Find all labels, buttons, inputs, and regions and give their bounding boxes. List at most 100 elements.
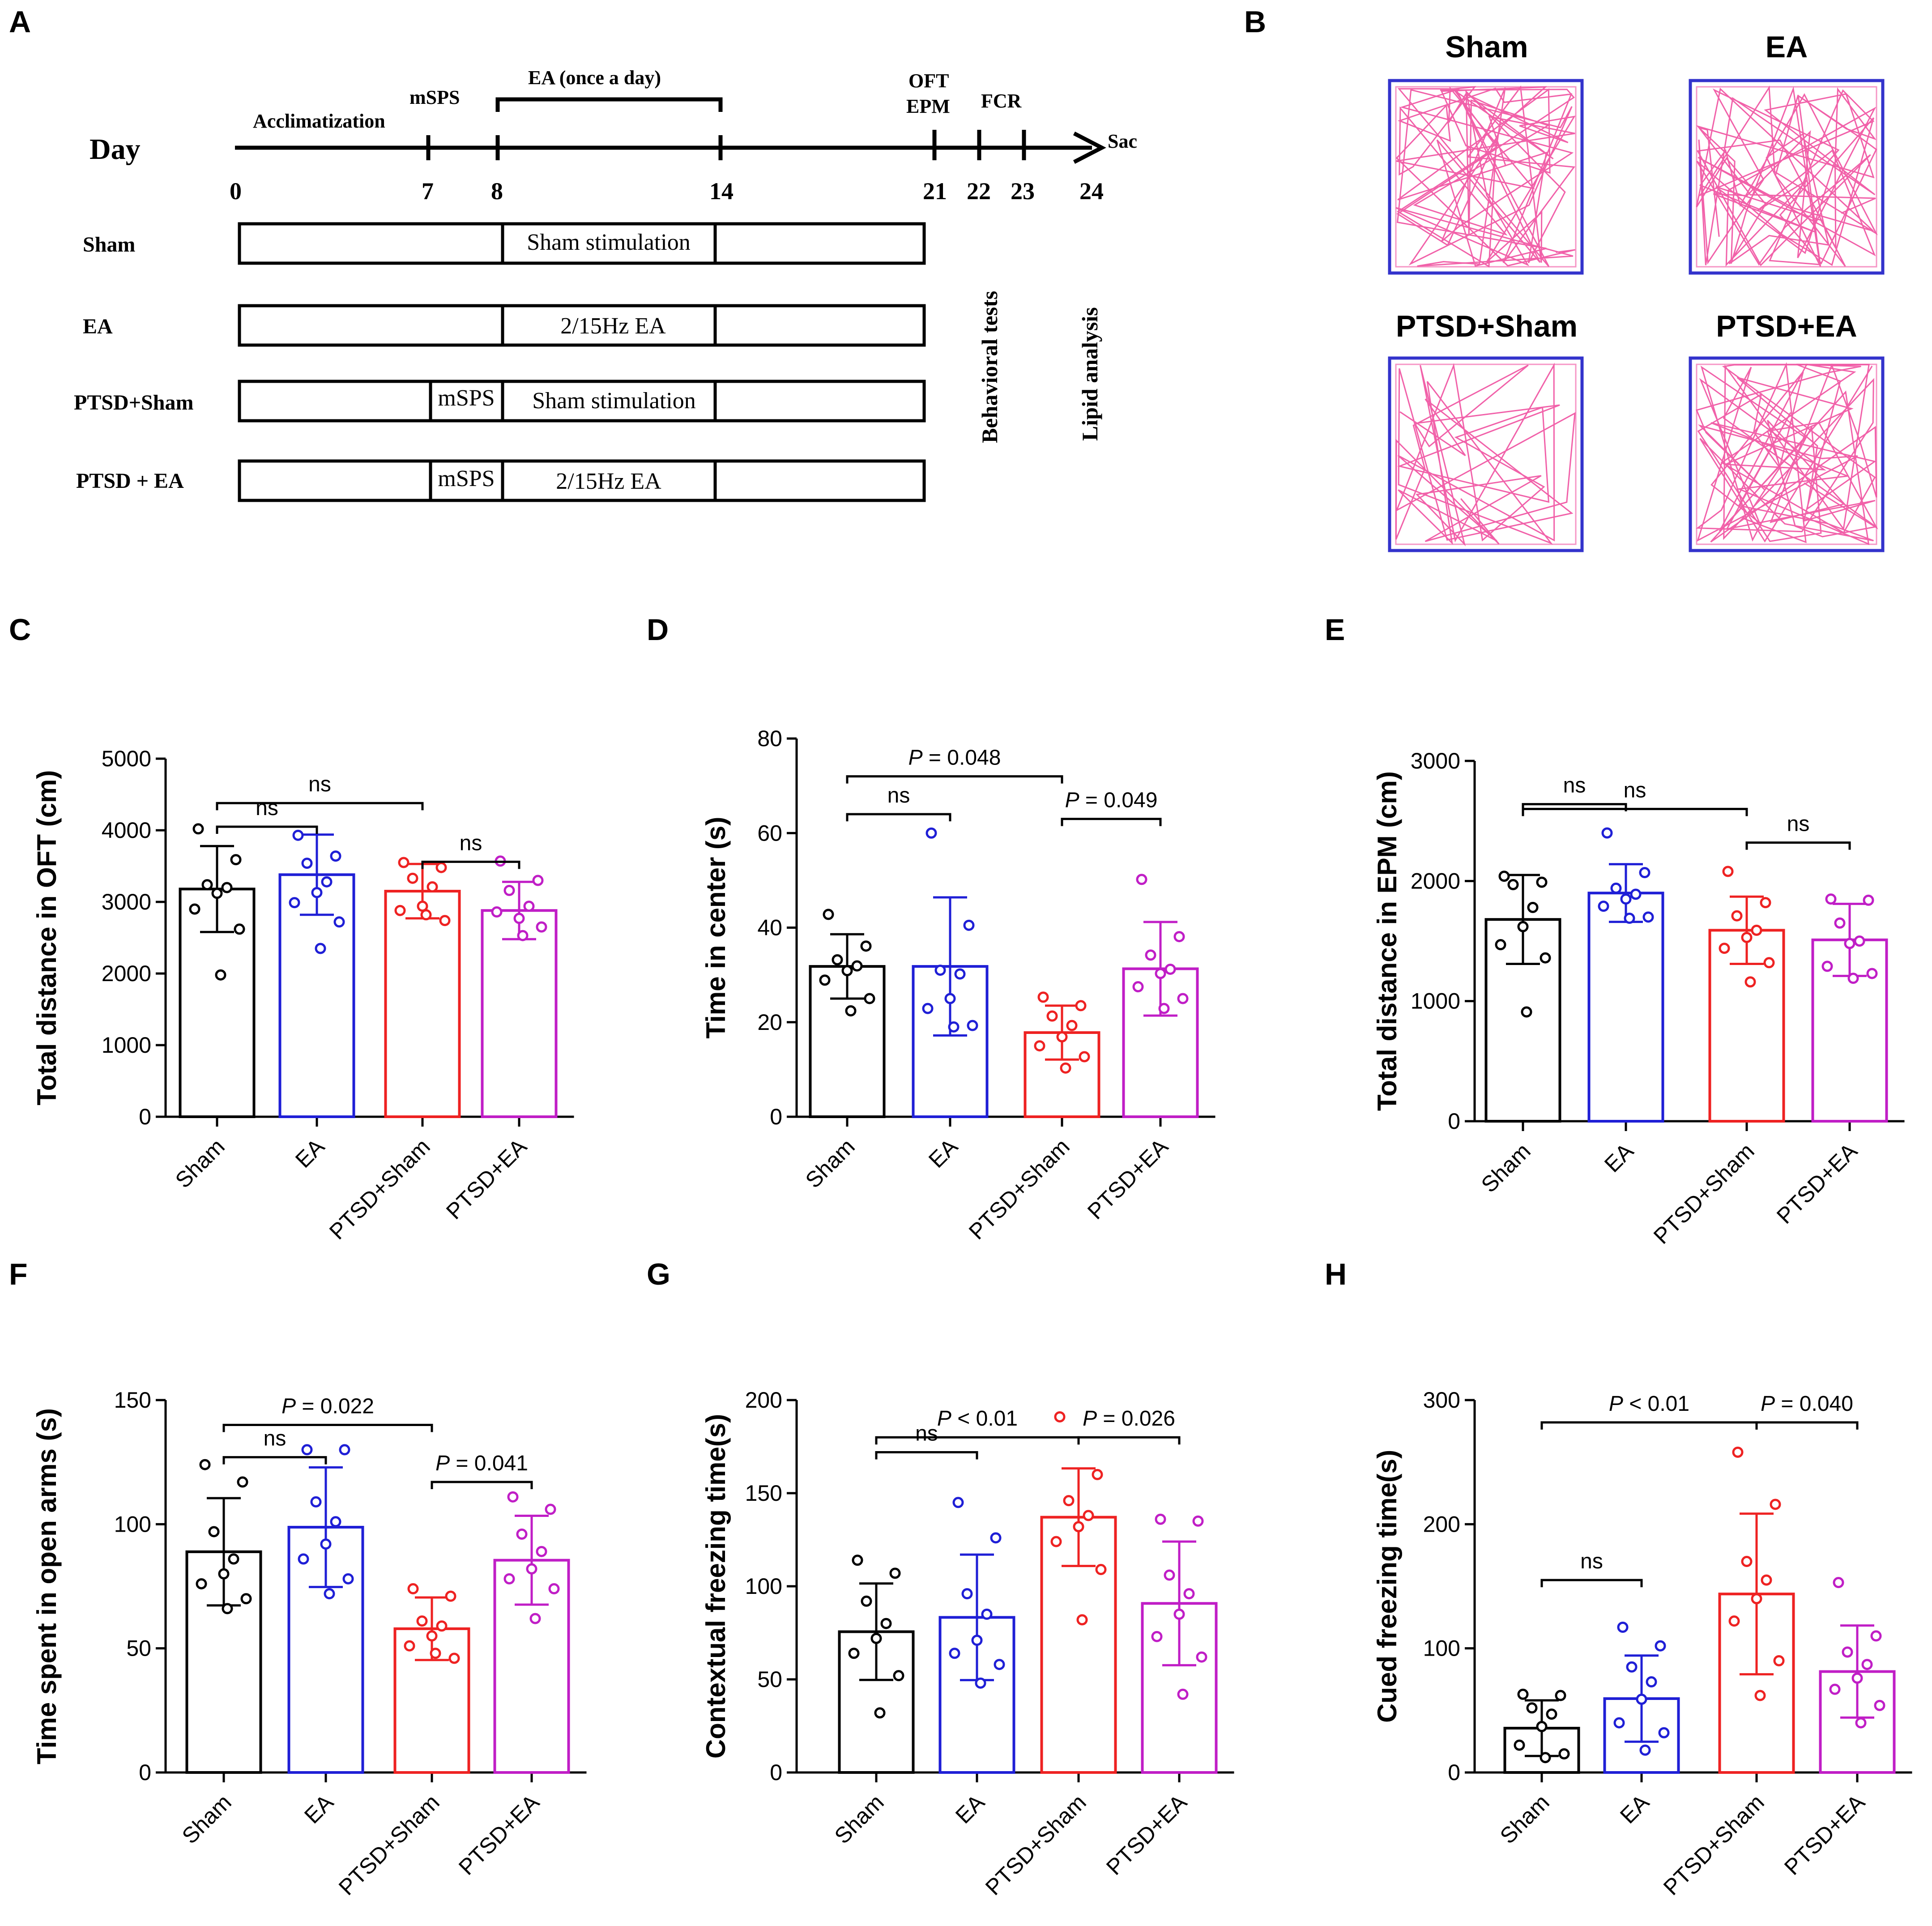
x-tick-label: EA bbox=[1599, 1138, 1638, 1177]
data-point bbox=[1639, 1744, 1651, 1756]
data-point bbox=[311, 887, 323, 898]
y-tick-label: 0 bbox=[139, 1760, 151, 1785]
y-tick-label: 100 bbox=[745, 1574, 782, 1599]
data-point bbox=[1095, 1564, 1107, 1576]
y-axis-label: Cued freezing time(s) bbox=[1372, 1450, 1402, 1723]
group-row-ptsd-sham: PTSD+Sham mSPS Sham stimulation bbox=[74, 380, 926, 423]
tick-label: 14 bbox=[709, 178, 734, 205]
x-tick-label: PTSD+Sham bbox=[1659, 1789, 1769, 1900]
group-label: PTSD + EA bbox=[76, 469, 184, 493]
data-point bbox=[420, 909, 432, 921]
data-point bbox=[301, 1444, 313, 1456]
data-point bbox=[864, 993, 875, 1004]
data-point bbox=[967, 1020, 978, 1031]
data-point bbox=[1728, 1615, 1740, 1627]
data-point bbox=[861, 1595, 872, 1607]
data-point bbox=[503, 884, 515, 896]
data-point bbox=[435, 862, 447, 873]
data-point bbox=[394, 905, 406, 916]
x-tick-label: PTSD+EA bbox=[1101, 1789, 1192, 1880]
treatment-label: 2/15Hz EA bbox=[560, 313, 666, 339]
x-tick-label: Sham bbox=[801, 1134, 860, 1193]
data-point bbox=[491, 906, 503, 918]
data-point bbox=[851, 960, 863, 972]
significance-label: ns bbox=[308, 773, 331, 796]
day-label: Day bbox=[90, 133, 141, 166]
tick-label: 22 bbox=[967, 178, 991, 205]
y-axis-label: Contextual freezing time(s) bbox=[701, 1414, 731, 1759]
fcr-label: FCR bbox=[981, 90, 1022, 112]
data-point bbox=[1829, 1683, 1841, 1695]
significance-label: P = 0.041 bbox=[435, 1452, 528, 1475]
y-tick-label: 0 bbox=[770, 1104, 782, 1129]
x-tick-label: Sham bbox=[177, 1789, 236, 1849]
data-point bbox=[315, 943, 326, 954]
tick-label: 8 bbox=[491, 178, 503, 205]
data-point bbox=[536, 1546, 547, 1557]
x-tick-label: Sham bbox=[171, 1134, 230, 1193]
significance-bracket bbox=[431, 1481, 533, 1490]
data-point bbox=[1744, 976, 1756, 988]
data-point bbox=[961, 1588, 973, 1600]
arena-ptsd-sham bbox=[1388, 356, 1584, 552]
data-point bbox=[404, 1640, 415, 1652]
data-point bbox=[1636, 1693, 1647, 1705]
data-point bbox=[1770, 1499, 1781, 1510]
y-axis-label: Total distance in OFT (cm) bbox=[32, 770, 62, 1106]
arena-border bbox=[1689, 356, 1885, 552]
group-row-sham: Sham Sham stimulation bbox=[83, 222, 926, 265]
y-tick-label: 200 bbox=[1423, 1512, 1460, 1537]
data-point bbox=[1630, 888, 1642, 900]
data-point bbox=[880, 1618, 892, 1629]
msps-box-label: mSPS bbox=[438, 466, 495, 491]
data-point bbox=[199, 1459, 211, 1470]
ea-phase-label: EA (once a day) bbox=[528, 67, 661, 89]
y-tick-label: 4000 bbox=[102, 818, 151, 843]
data-point bbox=[1847, 973, 1859, 984]
data-point bbox=[994, 1659, 1005, 1670]
data-point bbox=[1527, 901, 1539, 913]
data-point bbox=[1558, 1748, 1570, 1759]
wall-trace bbox=[1696, 363, 1877, 545]
significance-bracket bbox=[1061, 818, 1162, 826]
data-point bbox=[320, 1538, 332, 1550]
data-point bbox=[1732, 1446, 1744, 1458]
data-point bbox=[1164, 1569, 1175, 1581]
data-point bbox=[819, 974, 831, 986]
significance-bracket bbox=[216, 802, 424, 811]
data-point bbox=[416, 1615, 428, 1627]
track-title: PTSD+Sham bbox=[1396, 309, 1578, 343]
movement-track bbox=[1696, 362, 1878, 545]
data-point bbox=[1863, 894, 1874, 906]
data-point bbox=[1773, 1655, 1785, 1666]
data-point bbox=[1610, 882, 1622, 894]
data-point bbox=[545, 1503, 556, 1515]
treatment-label: 2/15Hz EA bbox=[556, 469, 661, 494]
significance-bracket bbox=[846, 775, 1063, 784]
x-tick-label: PTSD+EA bbox=[441, 1134, 532, 1224]
data-point bbox=[1183, 1588, 1195, 1600]
data-point bbox=[832, 954, 843, 965]
data-point bbox=[1719, 943, 1730, 954]
y-tick-label: 3000 bbox=[1411, 748, 1460, 773]
significance-label: ns bbox=[1787, 812, 1810, 836]
data-point bbox=[196, 1578, 207, 1589]
data-point bbox=[526, 1563, 537, 1575]
wall-trace bbox=[1395, 363, 1577, 545]
data-point bbox=[517, 930, 529, 941]
data-point bbox=[507, 1491, 519, 1503]
x-tick-label: EA bbox=[290, 1134, 329, 1173]
data-point bbox=[211, 888, 223, 899]
data-point bbox=[1854, 935, 1865, 947]
data-point bbox=[1173, 931, 1185, 943]
data-point bbox=[310, 1496, 322, 1507]
significance-label: P = 0.048 bbox=[908, 746, 1001, 770]
data-point bbox=[1066, 1020, 1078, 1031]
y-tick-label: 100 bbox=[1423, 1636, 1460, 1661]
x-tick-label: PTSD+EA bbox=[1772, 1138, 1862, 1229]
data-point bbox=[1037, 991, 1049, 1003]
data-point bbox=[189, 903, 200, 915]
significance-bracket bbox=[421, 860, 520, 869]
arena-ea bbox=[1689, 79, 1885, 275]
